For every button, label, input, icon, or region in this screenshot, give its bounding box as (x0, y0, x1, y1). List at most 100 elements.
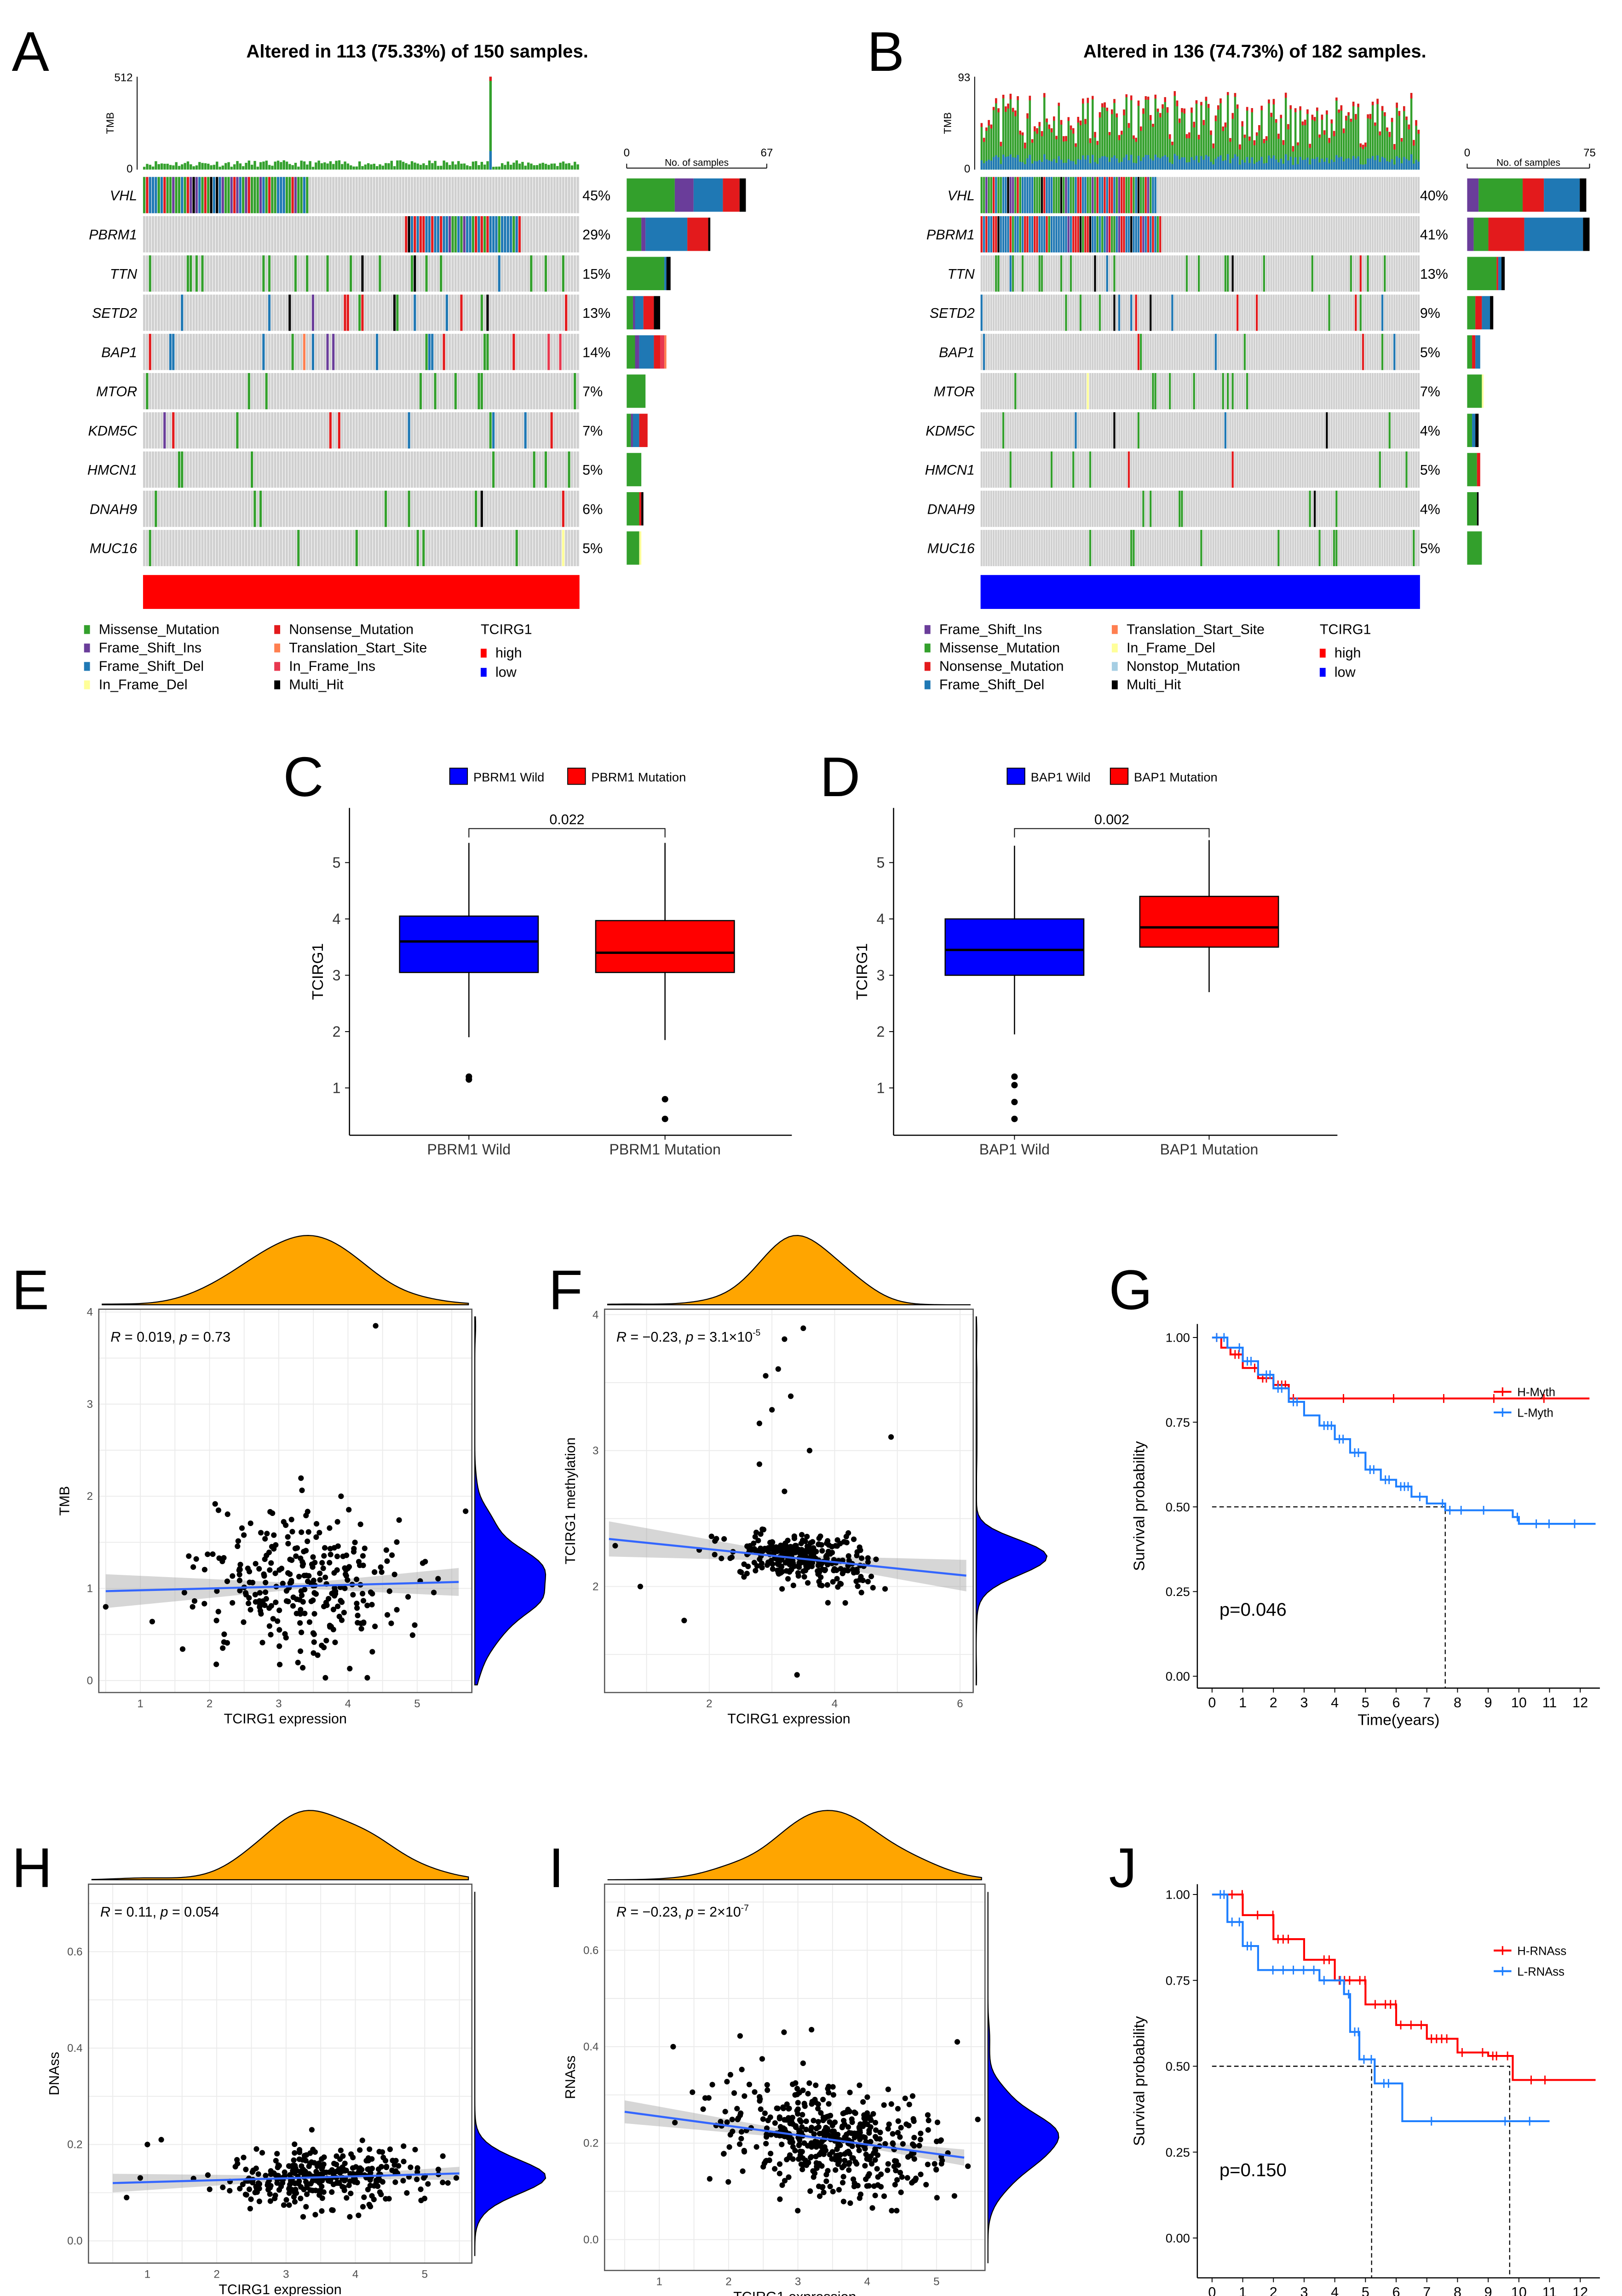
mutation-cell (1113, 216, 1116, 253)
data-point (766, 2157, 772, 2163)
tmb-bar (1087, 98, 1089, 170)
legend-swatch (84, 643, 90, 653)
tmb-bar-frameshift (1082, 155, 1084, 170)
tmb-bar-nonsense (1272, 99, 1275, 105)
tmb-bar-nonsense (1364, 142, 1367, 147)
mutation-cell (1142, 177, 1145, 213)
mutation-cell (213, 177, 215, 213)
tmb-bar (1092, 96, 1094, 170)
data-point (329, 2167, 335, 2173)
data-point (220, 1645, 226, 1651)
gene-bar-segment (1475, 335, 1480, 369)
tmb-bar-frameshift (1113, 155, 1116, 170)
tmb-bar-frameshift (1265, 163, 1268, 170)
mutation-cell (396, 294, 399, 331)
data-point (341, 1610, 347, 1616)
tmb-bar-frameshift (1092, 155, 1094, 170)
mutation-cell (1367, 255, 1369, 292)
tmb-bar (1374, 122, 1376, 170)
tcirg1-group-bar (143, 575, 580, 609)
tmb-bar-nonsense (1075, 143, 1077, 147)
tmb-bar-frameshift (988, 160, 990, 170)
data-point (753, 2144, 759, 2150)
tmb-bar-frameshift (1197, 162, 1200, 170)
tmb-bar (1156, 109, 1159, 170)
tmb-bar-nonsense (1214, 115, 1217, 121)
y-tick-label: 0.0 (583, 2233, 598, 2246)
data-point (840, 2174, 846, 2180)
data-point (872, 2146, 878, 2152)
gene-percent: 5% (582, 462, 603, 478)
tmb-bar-nonsense (1043, 93, 1046, 98)
tmb-bar-nonsense (1053, 116, 1055, 121)
tmb-bar (498, 166, 501, 170)
tmb-bar (1159, 113, 1162, 170)
y-tick-label: 0.00 (1166, 2231, 1190, 2245)
y-tick-label: 0.75 (1166, 1415, 1190, 1429)
tmb-bar (1046, 118, 1048, 170)
data-point (796, 2156, 802, 2162)
tmb-bar-frameshift (1326, 157, 1328, 170)
panel-label-c: C (283, 746, 323, 808)
gene-bar-segment (1490, 296, 1494, 330)
mutation-cell (437, 216, 439, 253)
gene-bar-segment (1477, 492, 1479, 526)
mutation-cell (1082, 216, 1084, 253)
data-point (453, 2175, 459, 2181)
mutation-cell (1147, 177, 1150, 213)
mutation-cell (1106, 255, 1108, 292)
data-point (347, 1665, 353, 1671)
x-tick-label: 10 (1511, 2285, 1527, 2296)
data-point (440, 2180, 446, 2186)
tmb-bar (370, 164, 373, 170)
tmb-bar (326, 163, 329, 170)
tmb-bar-frameshift (1284, 154, 1287, 170)
mutation-cell (995, 255, 997, 292)
data-point (359, 2137, 365, 2143)
data-point (815, 2140, 821, 2146)
data-point (421, 2195, 428, 2202)
data-point (361, 1619, 367, 1625)
regression-line (624, 2111, 965, 2159)
tmb-bar-nonsense (1222, 126, 1224, 131)
tmb-bar-frameshift (1024, 164, 1026, 170)
tmb-bar (1147, 97, 1150, 170)
tmb-bar (1352, 102, 1355, 170)
legend-label: H-Myth (1517, 1386, 1555, 1399)
data-point (186, 1553, 192, 1559)
data-point (215, 1608, 221, 1615)
y-tick-label: 5 (876, 855, 885, 871)
tmb-bar (437, 166, 440, 170)
mutation-cell (268, 177, 271, 213)
mutation-cell (297, 177, 300, 213)
tmb-bar (1113, 99, 1116, 170)
tmb-bar-frameshift (1145, 155, 1147, 170)
tmb-bar (1207, 103, 1210, 170)
mutation-cell (1111, 216, 1113, 253)
tmb-bar-frameshift (1017, 155, 1019, 170)
data-point (280, 2180, 286, 2186)
mutation-cell (1079, 216, 1082, 253)
data-point (308, 2159, 315, 2165)
data-point (888, 2101, 894, 2107)
x-tick-label: 9 (1484, 2285, 1492, 2296)
tmb-bar-frameshift (1111, 157, 1113, 170)
tmb-bar-nonsense (1130, 95, 1133, 100)
oncoplot-a-title: Altered in 113 (75.33%) of 150 samples. (246, 41, 588, 62)
data-point (287, 2163, 293, 2169)
mutation-cell (422, 530, 425, 566)
data-point (904, 2175, 910, 2181)
mutation-cell (1106, 216, 1108, 253)
mutation-cell (419, 216, 422, 253)
data-point (334, 2180, 340, 2186)
gene-bar-segment (1472, 335, 1476, 369)
data-point (354, 2180, 360, 2186)
tmb-bar (1282, 140, 1285, 170)
gene-label: SETD2 (92, 305, 137, 321)
tmb-bar-frameshift (1306, 157, 1309, 170)
data-point (784, 2101, 790, 2107)
tmb-bar-frameshift (1287, 160, 1289, 170)
tmb-bar-nonsense (1087, 98, 1089, 103)
data-point (826, 2101, 832, 2107)
tmb-bar-nonsense (1171, 142, 1173, 145)
